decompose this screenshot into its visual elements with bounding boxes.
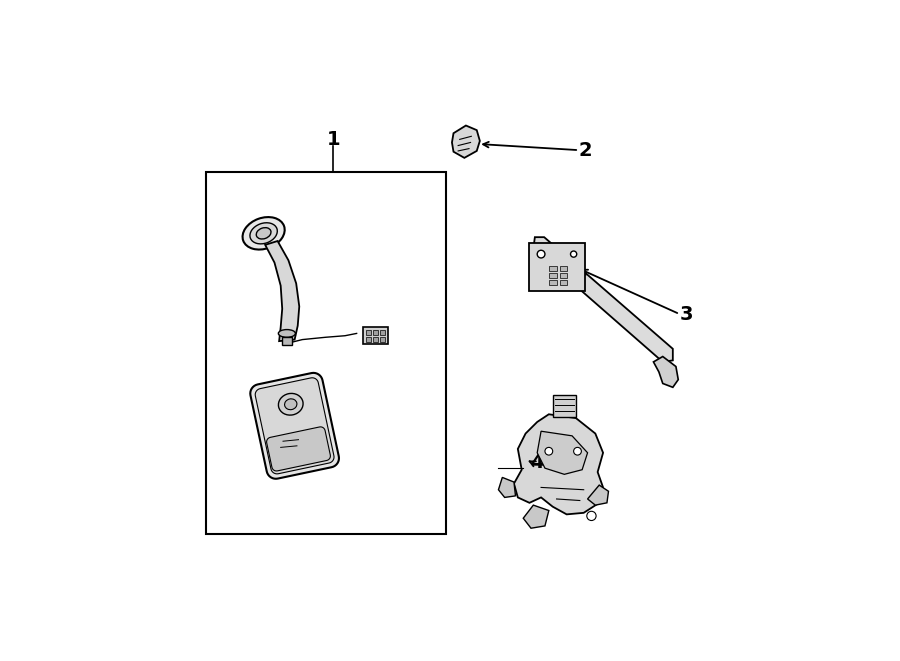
Polygon shape (266, 427, 330, 471)
Bar (549, 274, 556, 278)
Text: 3: 3 (680, 305, 693, 324)
Polygon shape (537, 431, 588, 475)
Polygon shape (452, 126, 480, 158)
Ellipse shape (243, 217, 284, 250)
Text: 2: 2 (579, 141, 592, 160)
Bar (560, 274, 567, 278)
Circle shape (587, 512, 596, 520)
Bar (380, 337, 384, 342)
Polygon shape (523, 505, 549, 528)
Polygon shape (256, 378, 334, 474)
Bar (363, 327, 388, 344)
Bar (549, 280, 556, 285)
Bar (373, 330, 378, 335)
Polygon shape (266, 241, 300, 341)
Text: 1: 1 (327, 130, 340, 149)
Polygon shape (514, 414, 603, 514)
Polygon shape (499, 477, 516, 498)
Ellipse shape (278, 330, 295, 337)
Ellipse shape (256, 227, 271, 239)
Circle shape (573, 447, 581, 455)
Polygon shape (653, 356, 679, 387)
Polygon shape (534, 237, 673, 362)
Polygon shape (588, 485, 608, 505)
Bar (283, 337, 292, 345)
Bar (549, 266, 556, 271)
Bar (553, 395, 576, 416)
Ellipse shape (250, 223, 277, 244)
Circle shape (545, 447, 553, 455)
Bar (373, 337, 378, 342)
Bar (366, 330, 371, 335)
Bar (560, 266, 567, 271)
Polygon shape (250, 373, 339, 479)
Bar (380, 330, 384, 335)
Ellipse shape (284, 399, 297, 410)
Ellipse shape (278, 393, 303, 415)
Bar (560, 280, 567, 285)
Circle shape (537, 251, 545, 258)
Bar (205, 172, 446, 533)
Text: 4: 4 (530, 453, 544, 472)
Circle shape (571, 251, 577, 257)
Bar (366, 337, 371, 342)
Polygon shape (528, 243, 585, 291)
